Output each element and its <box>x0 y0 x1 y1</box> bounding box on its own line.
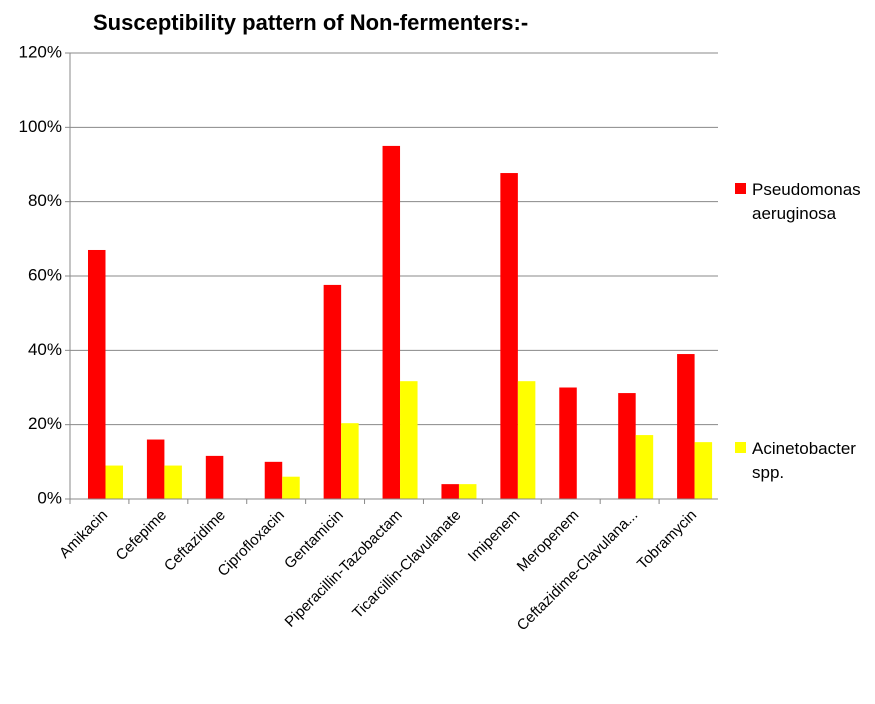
legend-swatch <box>735 442 746 453</box>
bar <box>559 387 577 499</box>
y-tick-label: 0% <box>37 488 62 507</box>
bar <box>400 381 418 499</box>
x-tick-label: Piperacillin-Tazobactam <box>282 507 406 631</box>
bar <box>205 455 224 499</box>
y-tick-label: 80% <box>28 191 62 210</box>
x-tick-label: Tobramycin <box>634 507 700 573</box>
bar <box>458 484 477 499</box>
legend-label: Acinetobacter spp. <box>752 439 856 482</box>
x-tick-label: Ceftazidime-Clavulana... <box>514 507 642 635</box>
bar <box>517 381 536 499</box>
bar <box>618 393 636 499</box>
bar <box>694 442 713 499</box>
x-tick-label: Ticarcillin-Clavulanate <box>349 507 464 622</box>
bar <box>264 461 283 499</box>
bar <box>88 249 106 499</box>
bar <box>635 435 654 499</box>
bar <box>282 476 300 499</box>
bar <box>105 465 123 499</box>
x-tick-label: Imipenem <box>465 507 524 566</box>
x-tick-label: Amikacin <box>56 507 111 562</box>
y-tick-label: 120% <box>19 42 62 61</box>
bar <box>323 284 342 499</box>
legend-swatch <box>735 183 746 194</box>
bar <box>164 465 182 499</box>
y-tick-label: 100% <box>19 117 62 136</box>
y-tick-label: 40% <box>28 340 62 359</box>
legend-label: Pseudomonas aeruginosa <box>752 180 861 223</box>
y-tick-label: 60% <box>28 265 62 284</box>
y-tick-label: 20% <box>28 414 62 433</box>
bar <box>677 354 695 499</box>
x-tick-label: Cefepime <box>113 507 170 564</box>
bar <box>500 173 518 499</box>
bar <box>382 145 401 499</box>
chart-title: Susceptibility pattern of Non-fermenters… <box>93 10 528 35</box>
bar <box>441 484 459 499</box>
bar <box>341 423 359 499</box>
bar <box>146 439 165 499</box>
